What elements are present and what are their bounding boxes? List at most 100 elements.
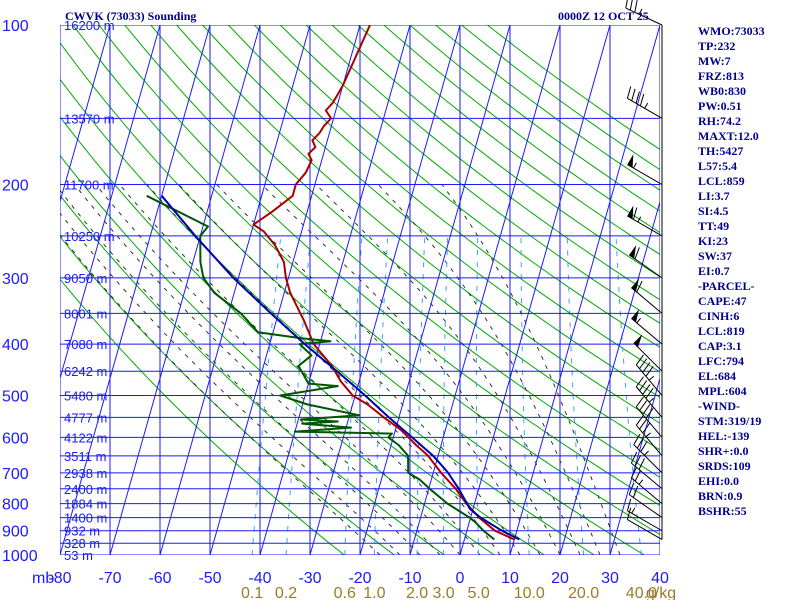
- index-line: LFC:794: [698, 354, 744, 368]
- wind-barb-feather: [635, 354, 644, 366]
- wind-barb-pennant: [629, 245, 637, 259]
- wind-barb-staff: [631, 462, 663, 490]
- wind-barb: [633, 334, 663, 372]
- mixing-ratio-line: [615, 235, 642, 555]
- wind-barb-feather: [639, 358, 648, 369]
- isotherm: [309, 25, 461, 555]
- wind-barb: [635, 414, 663, 457]
- mixing-ratio-label: 3.0: [432, 585, 454, 600]
- height-label: 13570 m: [64, 111, 115, 126]
- pressure-tick-label: 500: [2, 388, 29, 405]
- wind-barb-feather: [625, 0, 628, 9]
- wind-barb-feather: [630, 451, 638, 464]
- wind-barb-feather: [635, 376, 644, 388]
- index-line: MPL:604: [698, 384, 747, 398]
- chart-header: CWVK (73033) Sounding 0000Z 12 OCT 25: [65, 9, 649, 23]
- height-label: 16200 m: [64, 18, 115, 33]
- temperature-tick-label: -30: [298, 570, 321, 587]
- wind-barb-feather: [626, 498, 632, 511]
- height-label: 8001 m: [64, 306, 107, 321]
- wind-barb-feather: [642, 362, 651, 373]
- wind-barb: [633, 433, 663, 474]
- isotherm: [60, 25, 161, 381]
- mixing-ratio-line: [566, 235, 585, 555]
- wind-barbs: [625, 0, 663, 540]
- wind-barb-half-feather: [632, 162, 637, 169]
- mixing-ratio-line: [251, 235, 282, 555]
- index-line: PW:0.51: [698, 99, 742, 113]
- isotherm: [109, 25, 261, 555]
- mixing-ratio-label: 10.0: [514, 585, 545, 600]
- index-line: TT:49: [698, 219, 729, 233]
- index-line: CINH:6: [698, 309, 739, 323]
- index-line: LI:3.7: [698, 189, 730, 203]
- wind-barb-half-feather: [644, 102, 649, 109]
- wind-barb-feather: [630, 466, 638, 479]
- temperature-tick-label: -50: [198, 570, 221, 587]
- wind-barb-half-feather: [645, 432, 651, 438]
- index-line: SHR+:0.0: [698, 444, 749, 458]
- isotherm: [60, 25, 111, 204]
- isotherm: [159, 25, 311, 555]
- wind-barb-feather: [632, 207, 638, 220]
- height-label: 3511 m: [64, 449, 106, 464]
- wind-barb-feather: [642, 422, 651, 434]
- wind-barb-half-feather: [643, 450, 649, 456]
- height-label: 5480 m: [64, 388, 107, 403]
- temperature-tick-label: 20: [551, 570, 569, 587]
- wind-barb-staff: [631, 477, 663, 505]
- isotherm: [459, 25, 611, 555]
- wind-barb-feather: [639, 400, 648, 411]
- height-label: 2400 m: [64, 482, 107, 497]
- pressure-tick-label: 100: [2, 18, 29, 35]
- wind-barb-feather: [633, 433, 641, 445]
- isotherm: [509, 25, 660, 555]
- temperature-tick-label: 40: [651, 570, 669, 587]
- wind-barb-feather: [628, 482, 635, 495]
- wind-barb: [626, 86, 663, 119]
- index-line: MW:7: [698, 54, 731, 68]
- temperature-tick-label: -80: [48, 570, 71, 587]
- wind-barb-half-feather: [636, 317, 641, 324]
- pressure-unit-label: mb: [32, 570, 54, 587]
- height-label: 932 m: [64, 524, 100, 539]
- index-line: EL:684: [698, 369, 736, 383]
- wind-barb: [630, 466, 663, 505]
- wind-barb-staff: [628, 494, 663, 519]
- height-label: 2938 m: [64, 466, 107, 481]
- moist-adiabat: [119, 184, 481, 555]
- index-line: LCL:819: [698, 324, 745, 338]
- wind-barb-staff: [625, 7, 663, 26]
- wind-barb-feather: [642, 404, 651, 415]
- wind-barb-feather: [636, 437, 645, 449]
- wind-barb-pennant: [627, 205, 634, 219]
- wind-barb-staff: [627, 519, 663, 540]
- wind-barb-half-feather: [648, 397, 655, 403]
- index-line: -PARCEL-: [698, 279, 754, 293]
- index-line: MAXT:12.0: [698, 129, 759, 143]
- wind-barb-feather: [635, 91, 640, 104]
- height-label: 328 m: [64, 536, 100, 551]
- parcel-profile: [160, 195, 520, 541]
- index-line: L57:5.4: [698, 159, 737, 173]
- wind-barb-feather: [639, 380, 648, 391]
- mixing-ratio-line: [475, 235, 480, 555]
- index-line: HEL:-139: [698, 429, 749, 443]
- mixing-ratio-label: 0.2: [275, 585, 297, 600]
- wind-barb-staff: [635, 424, 663, 457]
- height-label: 1884 m: [64, 497, 107, 512]
- wind-barb-half-feather: [638, 8, 643, 15]
- pressure-tick-label: 300: [2, 271, 29, 288]
- station-title: CWVK (73033) Sounding: [65, 9, 196, 23]
- index-line: RH:74.2: [698, 114, 741, 128]
- height-label: 1400 m: [64, 511, 107, 526]
- dewpoint-profile: [146, 194, 496, 541]
- mixing-ratio-label: 2.0: [406, 585, 428, 600]
- index-line: TP:232: [698, 39, 735, 53]
- wind-barb-half-feather: [637, 216, 642, 223]
- wind-barb: [625, 0, 663, 26]
- mixing-ratio-label: 0.1: [241, 585, 263, 600]
- index-line: KI:23: [698, 234, 728, 248]
